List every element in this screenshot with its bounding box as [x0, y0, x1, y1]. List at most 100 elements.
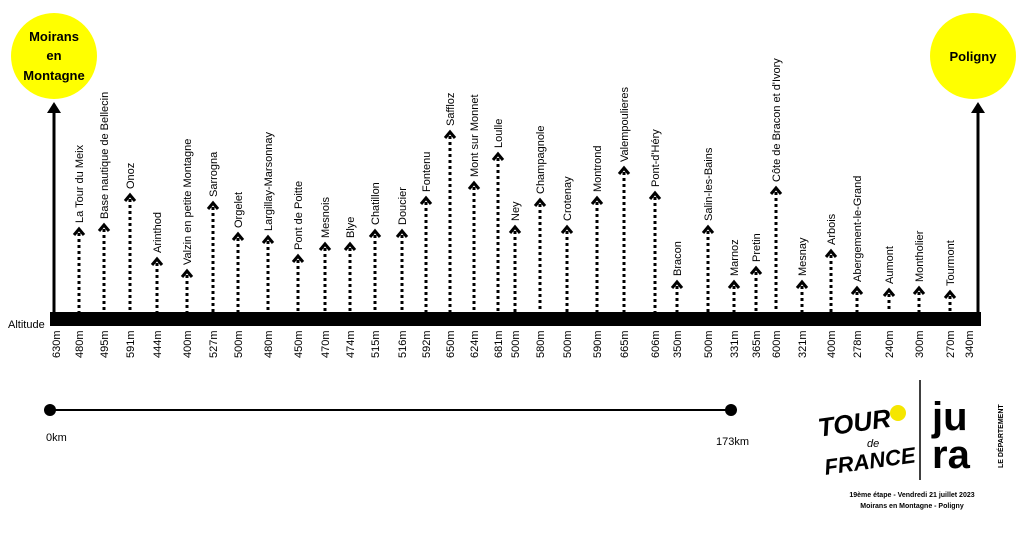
- waypoint-altitude: 350m: [672, 330, 684, 358]
- waypoint-name: Doucier: [397, 187, 409, 225]
- waypoint-arrow-icon: [395, 228, 409, 238]
- waypoint-altitude: 444m: [152, 330, 164, 358]
- distance-scale: 0km 173km: [44, 404, 749, 448]
- waypoint-name: Saffloz: [445, 93, 457, 126]
- waypoint-arrow-icon: [912, 285, 926, 295]
- waypoint-arrow-icon: [467, 180, 481, 190]
- waypoint-name: Arinthod: [152, 212, 164, 253]
- waypoint-name: Champagnole: [535, 126, 547, 195]
- baseline-label: Altitude: [8, 319, 45, 331]
- waypoint-name: Sarrogna: [208, 151, 220, 197]
- waypoint-altitude: 515m: [370, 330, 382, 358]
- waypoint-name: Valzin en petite Montagne: [182, 139, 194, 265]
- waypoint-arrow-icon: [206, 200, 220, 210]
- waypoint-arrow-icon: [368, 228, 382, 238]
- waypoint-arrow-icon: [727, 279, 741, 289]
- waypoint-altitude: 624m: [469, 330, 481, 358]
- waypoint-arrow-icon: [123, 192, 137, 202]
- waypoint-arrow-icon: [560, 224, 574, 234]
- jura-logo-bottom: ra: [932, 433, 971, 477]
- waypoint-altitude: 270m: [945, 330, 957, 358]
- waypoint-name: Valempoulieres: [619, 86, 631, 162]
- waypoint-altitude: 240m: [884, 330, 896, 358]
- waypoint-name: Montholier: [914, 230, 926, 282]
- waypoint-arrow-icon: [648, 190, 662, 200]
- waypoint-altitude: 650m: [445, 330, 457, 358]
- waypoint-altitude: 321m: [797, 330, 809, 358]
- waypoint-altitude: 600m: [771, 330, 783, 358]
- waypoint-altitude: 590m: [592, 330, 604, 358]
- waypoint-name: Montrond: [592, 146, 604, 192]
- waypoint-name: Pont de Poitte: [293, 181, 305, 250]
- waypoint-arrow-icon: [291, 253, 305, 263]
- waypoint-altitude: 400m: [826, 330, 838, 358]
- waypoint-name: Mesnois: [320, 197, 332, 238]
- waypoint-altitude: 516m: [397, 330, 409, 358]
- waypoint-altitude: 500m: [562, 330, 574, 358]
- waypoint-altitude: 681m: [493, 330, 505, 358]
- waypoint-arrow-icon: [670, 279, 684, 289]
- waypoint-name: Onoz: [125, 163, 137, 189]
- waypoints-group: La Tour du Meix 480m Base nautique de Bell…: [72, 58, 957, 358]
- jura-logo: ju ra LE DÉPARTEMENT: [931, 395, 1005, 477]
- start-circle: [11, 13, 97, 99]
- waypoint-altitude: 580m: [535, 330, 547, 358]
- waypoint-altitude: 500m: [510, 330, 522, 358]
- distance-start-dot: [44, 404, 56, 416]
- waypoint-arrow-icon: [72, 226, 86, 236]
- start-label-3: Montagne: [23, 68, 84, 83]
- waypoint-altitude: 450m: [293, 330, 305, 358]
- distance-end-dot: [725, 404, 737, 416]
- waypoint-arrow-icon: [150, 256, 164, 266]
- waypoint-altitude: 606m: [650, 330, 662, 358]
- waypoint-name: Pretin: [751, 233, 763, 262]
- waypoint-altitude: 665m: [619, 330, 631, 358]
- waypoint-arrow-icon: [343, 241, 357, 251]
- waypoint-arrow-icon: [749, 265, 763, 275]
- waypoint-altitude: 365m: [751, 330, 763, 358]
- start-label-2: en: [46, 48, 61, 63]
- waypoint-arrow-icon: [231, 231, 245, 241]
- waypoint-arrow-icon: [701, 224, 715, 234]
- waypoint-arrow-icon: [318, 241, 332, 251]
- waypoint-altitude: 300m: [914, 330, 926, 358]
- finish-circle: [930, 13, 1016, 99]
- waypoint-name: Orgelet: [233, 192, 245, 228]
- waypoint-arrow-icon: [491, 151, 505, 161]
- waypoint-name: Loulle: [493, 119, 505, 148]
- waypoint-name: Pont-d'Héry: [650, 129, 662, 187]
- tdf-logo-sun-icon: [890, 405, 906, 421]
- finish-label: Poligny: [950, 49, 998, 64]
- distance-start-label: 0km: [46, 432, 67, 444]
- baseline-bar: [50, 312, 981, 326]
- waypoint-altitude: 331m: [729, 330, 741, 358]
- waypoint-name: Ney: [510, 201, 522, 221]
- tour-de-france-logo: TOUR de FRANCE: [816, 403, 918, 480]
- waypoint-arrow-icon: [508, 224, 522, 234]
- start-altitude: 630m: [51, 330, 63, 358]
- caption-line-1: 19ème étape - Vendredi 21 juillet 2023: [849, 492, 974, 499]
- waypoint-name: Aumont: [884, 246, 896, 284]
- waypoint-altitude: 474m: [345, 330, 357, 358]
- waypoint-arrow-icon: [824, 248, 838, 258]
- waypoint-altitude: 495m: [99, 330, 111, 358]
- waypoint-altitude: 480m: [74, 330, 86, 358]
- start-marker: Moirans en Montagne: [11, 13, 97, 316]
- waypoint-arrow-icon: [795, 279, 809, 289]
- finish-altitude: 340m: [964, 330, 976, 358]
- waypoint-name: Arbois: [826, 213, 838, 245]
- waypoint-altitude: 500m: [233, 330, 245, 358]
- waypoint-arrow-icon: [533, 197, 547, 207]
- waypoint-name: Côte de Bracon et d'Ivory: [771, 58, 783, 182]
- jura-logo-side: LE DÉPARTEMENT: [996, 404, 1005, 468]
- waypoint-name: Blye: [345, 217, 357, 238]
- waypoint-name: Base nautique de Bellecin: [99, 92, 111, 219]
- finish-arrow-icon: [971, 102, 985, 113]
- waypoint-arrow-icon: [419, 195, 433, 205]
- waypoint-arrow-icon: [180, 268, 194, 278]
- waypoint-altitude: 591m: [125, 330, 137, 358]
- distance-end-label: 173km: [716, 436, 749, 448]
- start-label-1: Moirans: [29, 29, 79, 44]
- waypoint-arrow-icon: [617, 165, 631, 175]
- waypoint-name: Fontenu: [421, 152, 433, 192]
